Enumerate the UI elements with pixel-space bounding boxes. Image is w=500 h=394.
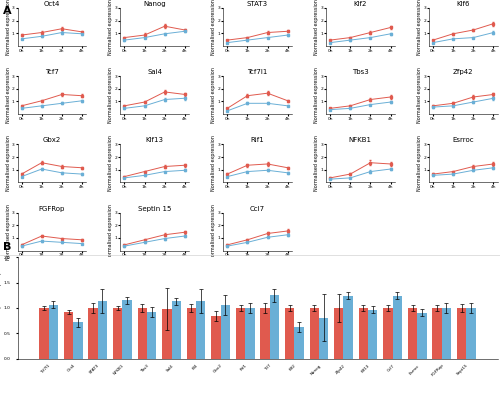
Bar [432, 308, 442, 359]
Bar [196, 301, 205, 359]
Bar [147, 312, 156, 359]
Title: Nanog: Nanog [144, 1, 166, 7]
Bar [294, 327, 304, 359]
Y-axis label: Normalised expression: Normalised expression [6, 67, 10, 123]
Title: Gbx2: Gbx2 [42, 137, 61, 143]
Y-axis label: Normalised expression: Normalised expression [212, 0, 216, 55]
Y-axis label: Normalised expression: Normalised expression [314, 0, 319, 55]
Y-axis label: Normalised expression: Normalised expression [212, 67, 216, 123]
Y-axis label: Normalised expression: Normalised expression [108, 136, 114, 191]
Bar [220, 305, 230, 359]
Title: Septin 15: Septin 15 [138, 206, 172, 212]
Bar [40, 308, 48, 359]
Bar [392, 296, 402, 359]
Bar [358, 308, 368, 359]
Title: Zfp42: Zfp42 [453, 69, 473, 75]
Bar [122, 300, 132, 359]
Y-axis label: Normalised expression: Normalised expression [6, 0, 10, 55]
Text: A: A [2, 6, 11, 16]
Bar [162, 309, 172, 359]
Title: Tcf7: Tcf7 [45, 69, 59, 75]
Bar [64, 312, 73, 359]
Text: B: B [2, 242, 11, 251]
Y-axis label: Normalised expression: Normalised expression [417, 67, 422, 123]
Bar [466, 308, 475, 359]
Bar [212, 316, 220, 359]
Title: Esrroc: Esrroc [452, 137, 474, 143]
Bar [334, 308, 344, 359]
Bar [236, 308, 245, 359]
Bar [73, 322, 83, 359]
Y-axis label: Normalised expression: Normalised expression [314, 67, 319, 123]
Y-axis label: Normalised expression: Normalised expression [108, 204, 114, 260]
Y-axis label: Normalised expression: Normalised expression [6, 204, 10, 260]
Title: Klf2: Klf2 [354, 1, 367, 7]
Title: FGFRop: FGFRop [38, 206, 65, 212]
Bar [186, 308, 196, 359]
Y-axis label: Normalised expression: Normalised expression [212, 204, 216, 260]
Bar [245, 308, 254, 359]
Title: Tbs3: Tbs3 [352, 69, 368, 75]
Bar [260, 308, 270, 359]
Title: STAT3: STAT3 [247, 1, 268, 7]
Y-axis label: Normalised expression: Normalised expression [314, 136, 319, 191]
Bar [319, 318, 328, 359]
Y-axis label: Normalised expression (A.U.): Normalised expression (A.U.) [0, 273, 2, 344]
Y-axis label: Normalised expression: Normalised expression [6, 136, 10, 191]
Bar [172, 301, 181, 359]
Bar [408, 308, 417, 359]
Title: Klf6: Klf6 [456, 1, 470, 7]
Bar [417, 312, 426, 359]
Title: Klf13: Klf13 [146, 137, 164, 143]
Title: Oct4: Oct4 [44, 1, 60, 7]
Bar [48, 305, 58, 359]
Bar [138, 308, 147, 359]
Y-axis label: Normalised expression: Normalised expression [417, 136, 422, 191]
Title: NFKB1: NFKB1 [349, 137, 372, 143]
Bar [344, 296, 353, 359]
Y-axis label: Normalised expression: Normalised expression [417, 0, 422, 55]
Bar [98, 301, 107, 359]
Y-axis label: Normalised expression: Normalised expression [108, 67, 114, 123]
Bar [368, 310, 378, 359]
Y-axis label: Normalised expression: Normalised expression [108, 0, 114, 55]
Bar [457, 308, 466, 359]
Bar [442, 308, 451, 359]
Title: Tcf7l1: Tcf7l1 [248, 69, 268, 75]
Title: Sal4: Sal4 [147, 69, 162, 75]
Y-axis label: Normalised expression: Normalised expression [212, 136, 216, 191]
Title: Ccl7: Ccl7 [250, 206, 265, 212]
Bar [270, 296, 279, 359]
Bar [384, 308, 392, 359]
Bar [113, 308, 122, 359]
Bar [310, 308, 319, 359]
Bar [285, 308, 294, 359]
Title: Rif1: Rif1 [250, 137, 264, 143]
Bar [88, 308, 98, 359]
